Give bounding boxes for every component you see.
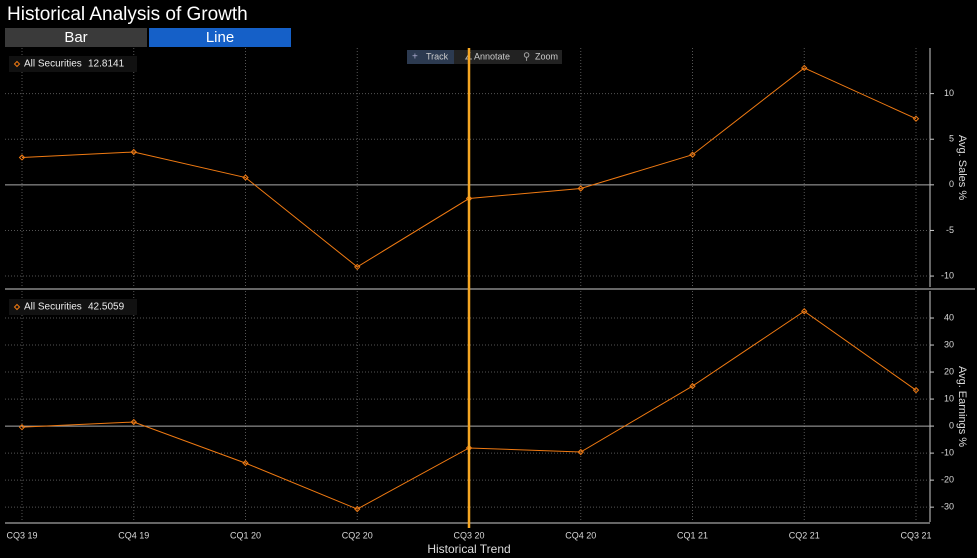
tool-zoom-label[interactable]: Zoom <box>535 51 558 61</box>
point <box>577 448 584 456</box>
tool-track-label[interactable]: Track <box>426 51 449 61</box>
y-tick-label: -10 <box>941 270 954 280</box>
y-tick-label: -5 <box>946 225 954 235</box>
y-axis-label: Avg. Sales % <box>956 135 968 200</box>
x-tick-label: CQ3 21 <box>900 530 931 540</box>
x-tick-label: CQ2 20 <box>342 530 373 540</box>
y-tick-label: 30 <box>944 339 954 349</box>
point <box>689 151 696 158</box>
legend-box <box>9 56 137 72</box>
point <box>912 386 920 394</box>
y-tick-label: 20 <box>944 366 954 376</box>
legend-marker <box>13 303 21 311</box>
y-tick-label: 5 <box>949 134 954 144</box>
window-title: Historical Analysis of Growth <box>7 4 248 25</box>
legend-marker <box>13 60 21 68</box>
tool-track[interactable] <box>407 50 454 64</box>
legend-value: 12.8141 <box>88 59 125 70</box>
x-axis-title: Historical Trend <box>427 542 510 556</box>
point <box>18 154 26 161</box>
y-tick-label: 10 <box>944 393 954 403</box>
point <box>577 185 584 192</box>
point <box>801 64 808 72</box>
point <box>130 148 137 156</box>
y-tick-label: 0 <box>949 179 954 189</box>
point <box>801 308 808 315</box>
y-tick-label: 40 <box>944 312 954 322</box>
tool-icon: + <box>412 52 418 63</box>
tab-line-label[interactable]: Line <box>206 29 234 46</box>
y-tick-label: 0 <box>949 420 954 430</box>
legend-label: All Securities <box>24 59 82 70</box>
tool-annotate-label[interactable]: Annotate <box>474 51 510 61</box>
y-tick-label: -10 <box>941 447 954 457</box>
point <box>242 174 249 181</box>
point <box>130 418 137 426</box>
legend-box <box>9 299 137 315</box>
point <box>354 263 361 271</box>
tab-bar-label[interactable]: Bar <box>64 29 87 46</box>
point <box>18 423 26 431</box>
tab-line[interactable] <box>149 28 291 47</box>
point <box>689 382 696 390</box>
y-axis-label: Avg. Earnings % <box>956 366 968 447</box>
y-tick-label: -30 <box>941 502 954 512</box>
x-tick-label: CQ1 21 <box>677 530 708 540</box>
tool-icon: ⚲ <box>523 52 530 63</box>
x-tick-label: CQ2 21 <box>789 530 820 540</box>
y-tick-label: -20 <box>941 474 954 484</box>
x-tick-label: CQ4 20 <box>565 530 596 540</box>
legend-value: 42.5059 <box>88 302 125 313</box>
y-tick-label: 10 <box>944 88 954 98</box>
x-tick-label: CQ3 20 <box>453 530 484 540</box>
x-tick-label: CQ1 20 <box>230 530 261 540</box>
point <box>242 459 249 467</box>
tab-bar[interactable] <box>5 28 147 47</box>
point <box>912 115 920 122</box>
x-tick-label: CQ4 19 <box>118 530 149 540</box>
legend-label: All Securities <box>24 302 82 313</box>
x-tick-label: CQ3 19 <box>6 530 37 540</box>
point <box>354 505 361 513</box>
